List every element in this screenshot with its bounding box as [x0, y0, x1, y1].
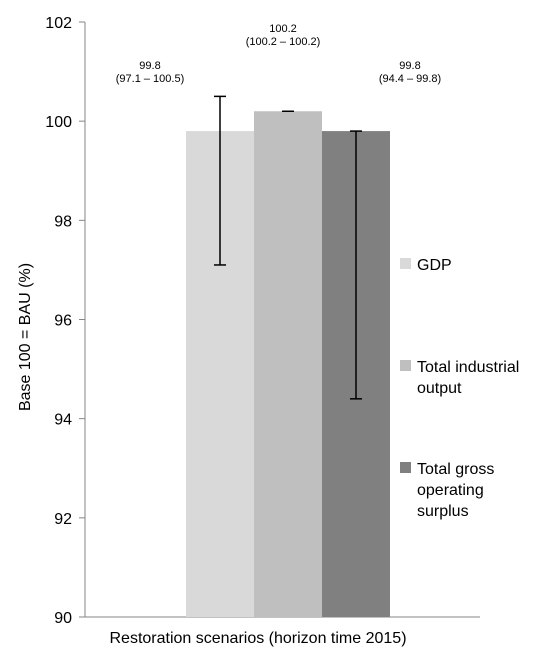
data-label-value-1: 99.8	[139, 60, 160, 72]
y-tick-label: 90	[54, 610, 72, 627]
legend-label: surplus	[417, 503, 469, 520]
data-label-value-3: 99.8	[399, 60, 420, 72]
legend-label: Total gross	[417, 461, 494, 478]
legend-label: output	[417, 380, 462, 397]
legend-label: Total industrial	[417, 359, 519, 376]
y-tick-label: 96	[54, 313, 72, 330]
bars	[186, 111, 390, 618]
error-bar-1	[214, 95, 226, 266]
y-tick-label: 94	[54, 412, 72, 429]
legend-item-1: GDP	[400, 257, 452, 274]
y-tick-label: 98	[54, 213, 72, 230]
y-tick-label: 92	[54, 511, 72, 528]
legend-swatch	[400, 360, 411, 371]
data-label-value-2: 100.2	[269, 23, 297, 35]
x-axis-title: Restoration scenarios (horizon time 2015…	[109, 630, 406, 647]
y-tick-label: 100	[45, 114, 72, 131]
data-labels: 99.8(97.1 – 100.5)100.2(100.2 – 100.2)99…	[116, 23, 441, 85]
legend-item-3: Total gross operating surplus	[400, 461, 494, 520]
error-bars	[214, 95, 362, 400]
data-label-range-3: (94.4 – 99.8)	[379, 73, 441, 85]
error-bar-3	[350, 130, 362, 400]
data-label-range-1: (97.1 – 100.5)	[116, 73, 185, 85]
y-tick-label: 102	[45, 15, 72, 32]
legend: GDP Total industrial output Total gross oper…	[400, 257, 519, 520]
legend-label: operating	[417, 482, 484, 499]
legend-swatch	[400, 462, 411, 473]
y-axis-title: Base 100 = BAU (%)	[17, 263, 34, 411]
legend-swatch	[400, 258, 411, 269]
bar-2	[254, 111, 322, 617]
legend-item-2: Total industrial output	[400, 359, 519, 397]
legend-label: GDP	[417, 257, 452, 274]
data-label-range-2: (100.2 – 100.2)	[246, 36, 321, 48]
y-axis: 90 92 94 96 98 100 102	[45, 15, 480, 627]
